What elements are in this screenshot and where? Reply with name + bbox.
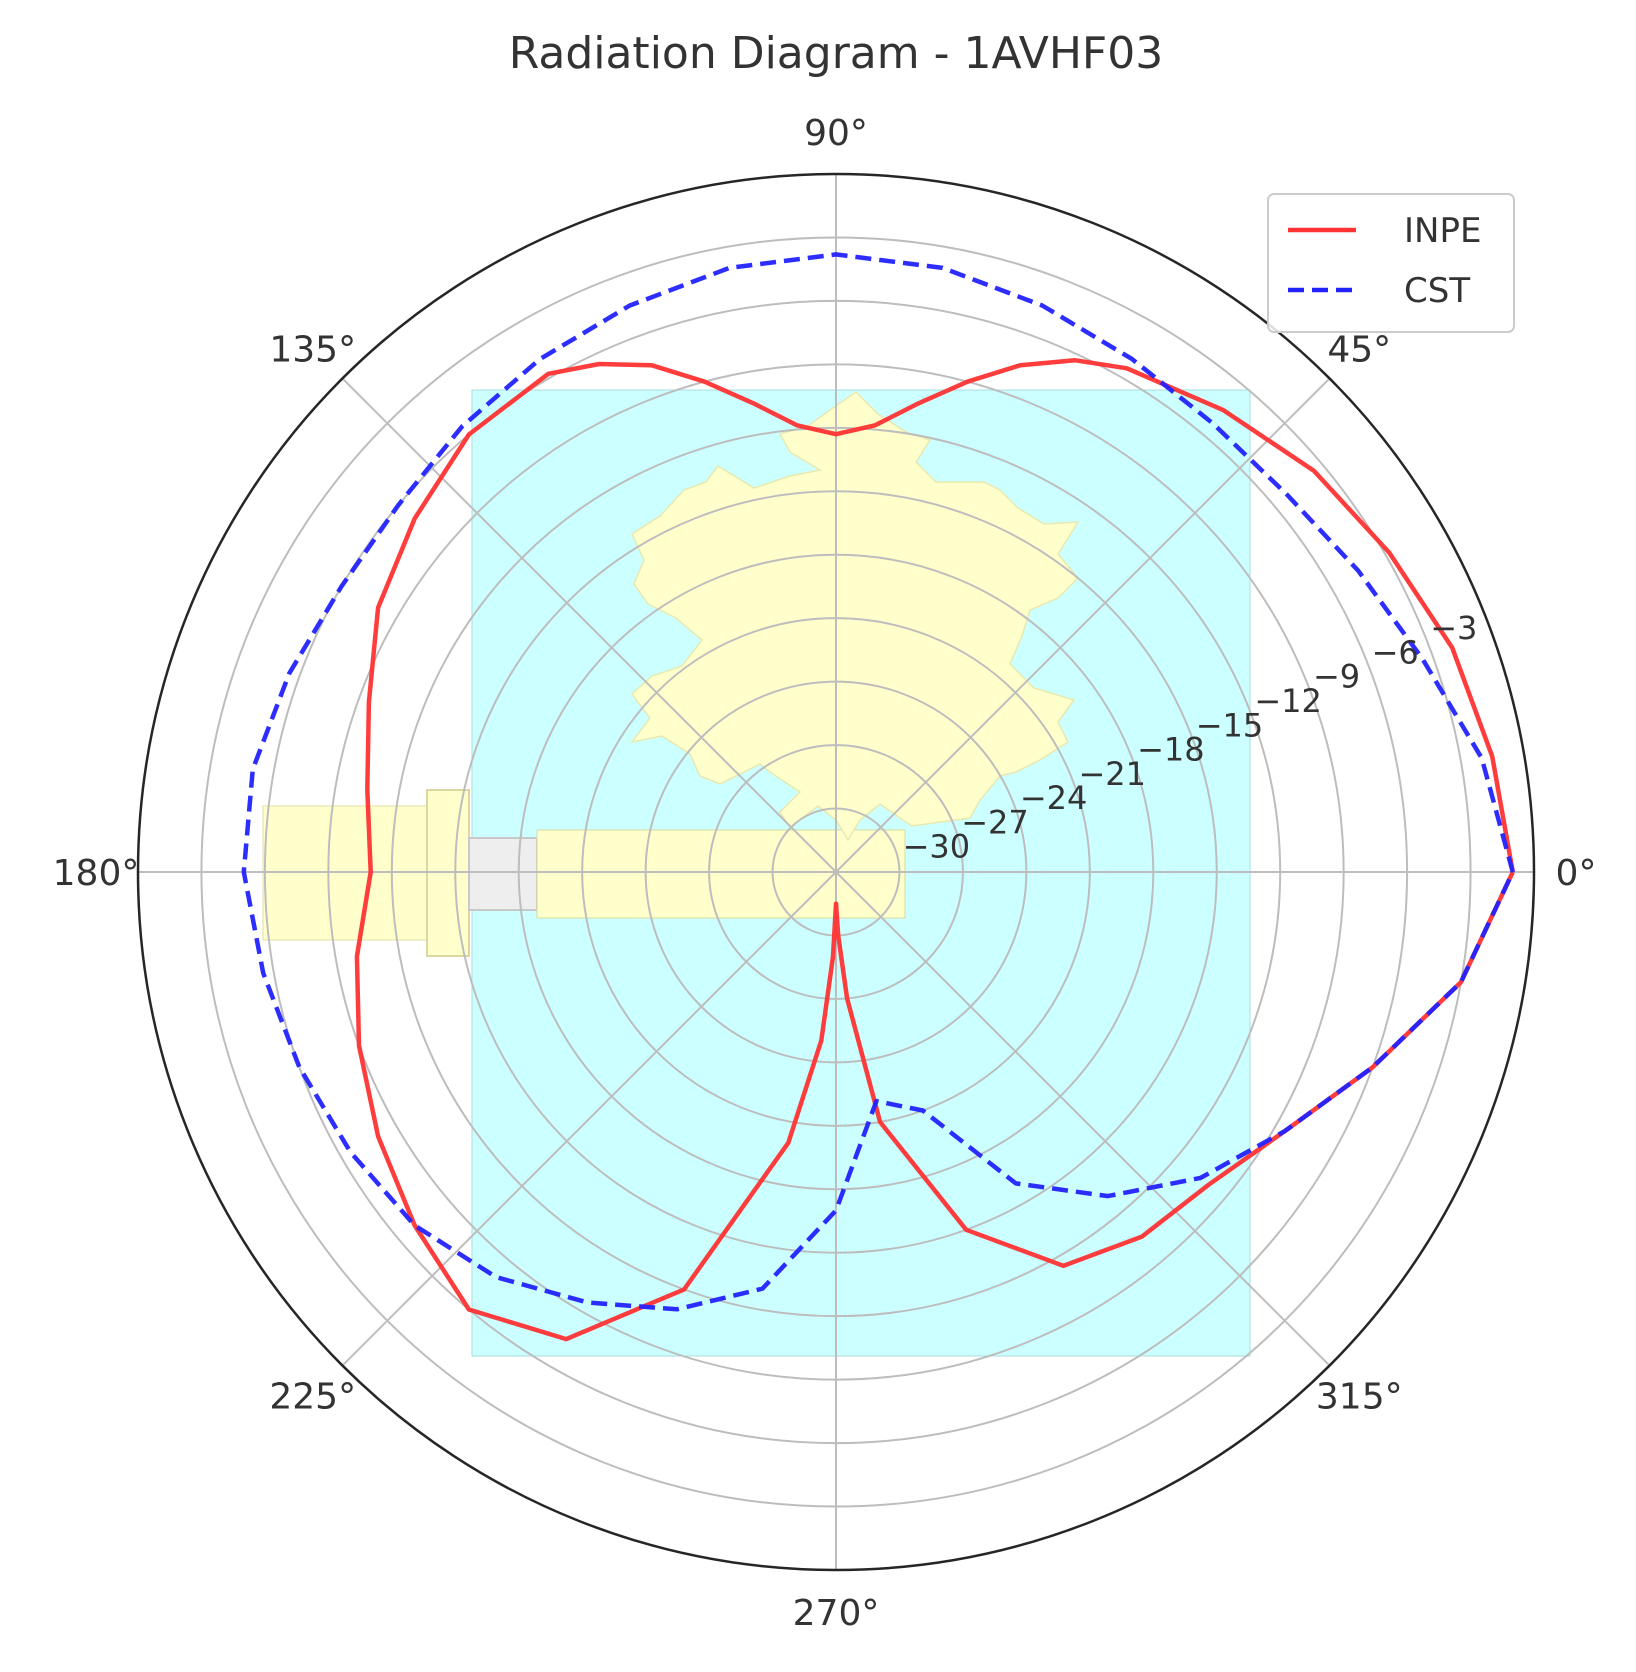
- angular-gridline: [341, 871, 837, 1367]
- angular-tick-labels: 0° 45° 90° 135° 180° 225° 270° 315°: [53, 113, 1597, 1634]
- r-tick-label: −18: [1137, 731, 1205, 769]
- r-tick-label: −15: [1196, 706, 1264, 744]
- polar-grid: [136, 172, 1536, 1572]
- angle-tick-label: 180°: [53, 853, 140, 894]
- angular-gridline: [835, 871, 1331, 1367]
- angle-tick-label: 135°: [269, 330, 356, 371]
- series-line-inpe: [354, 357, 1516, 1342]
- series-layer: [241, 252, 1516, 1342]
- series-line-cst: [241, 252, 1515, 1312]
- angular-gridline: [341, 377, 837, 873]
- r-tick-label: −21: [1078, 755, 1146, 793]
- angle-tick-label: 270°: [793, 1593, 880, 1634]
- angle-tick-label: 90°: [804, 113, 868, 154]
- polar-frame: [136, 172, 1536, 1572]
- r-tick-label: −30: [903, 828, 971, 866]
- chart-title: Radiation Diagram - 1AVHF03: [509, 28, 1163, 79]
- r-tick-label: −3: [1430, 609, 1477, 647]
- angular-gridline: [835, 377, 1331, 873]
- r-tick-label: −24: [1020, 779, 1088, 817]
- r-tick-label: −9: [1313, 658, 1360, 696]
- radial-tick-labels: −30−27−24−21−18−15−12−9 −6 −3: [903, 609, 1478, 866]
- angle-tick-label: 45°: [1327, 330, 1391, 371]
- r-tick-label: −12: [1254, 682, 1322, 720]
- r-tick-label: −6: [1372, 633, 1419, 671]
- legend-label: CST: [1404, 271, 1470, 311]
- angle-tick-label: 0°: [1556, 853, 1597, 894]
- r-tick-label: −27: [961, 803, 1029, 841]
- angle-tick-label: 225°: [269, 1376, 356, 1417]
- legend: INPE CST: [1267, 193, 1515, 333]
- feed-line: [536, 829, 906, 919]
- legend-label: INPE: [1404, 211, 1481, 251]
- connector-pin: [468, 837, 538, 911]
- angle-tick-label: 315°: [1316, 1376, 1403, 1417]
- koch-fractal-patch: [630, 391, 1080, 842]
